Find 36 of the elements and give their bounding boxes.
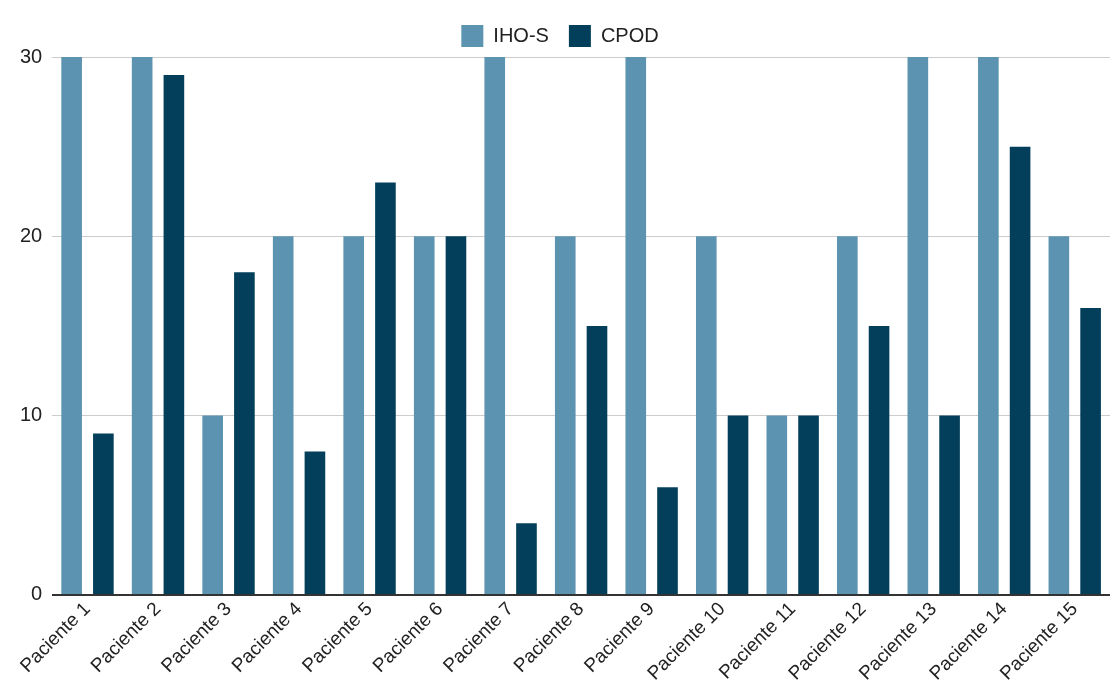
bar — [445, 236, 467, 594]
bar — [907, 57, 929, 594]
bar — [978, 57, 999, 594]
legend-label: CPOD — [600, 23, 659, 46]
bar — [798, 415, 819, 594]
bar — [657, 487, 678, 594]
bar — [868, 325, 890, 594]
bar — [939, 415, 960, 594]
y-tick-label: 10 — [20, 403, 43, 426]
bar — [484, 57, 506, 594]
y-tick-label: 20 — [20, 223, 43, 246]
bar — [163, 74, 185, 594]
bar — [61, 57, 82, 594]
bar — [766, 415, 788, 594]
bar — [625, 57, 647, 594]
bar — [343, 236, 365, 594]
bar — [131, 57, 153, 594]
bar — [375, 182, 396, 594]
bar — [234, 272, 255, 594]
bar — [1080, 308, 1101, 594]
bar — [1009, 146, 1031, 594]
y-tick-label: 0 — [31, 582, 43, 605]
bar — [202, 415, 223, 594]
y-tick-label: 30 — [20, 44, 43, 67]
bar — [413, 236, 435, 594]
bar — [727, 415, 749, 594]
bar — [272, 236, 294, 594]
bar — [695, 236, 717, 594]
bar — [516, 523, 537, 594]
bar — [586, 325, 608, 594]
bar — [554, 236, 576, 594]
bar — [93, 433, 114, 594]
bar — [1048, 236, 1070, 594]
bar — [304, 451, 326, 594]
bar — [837, 236, 858, 594]
legend-label: IHO-S — [493, 23, 549, 46]
